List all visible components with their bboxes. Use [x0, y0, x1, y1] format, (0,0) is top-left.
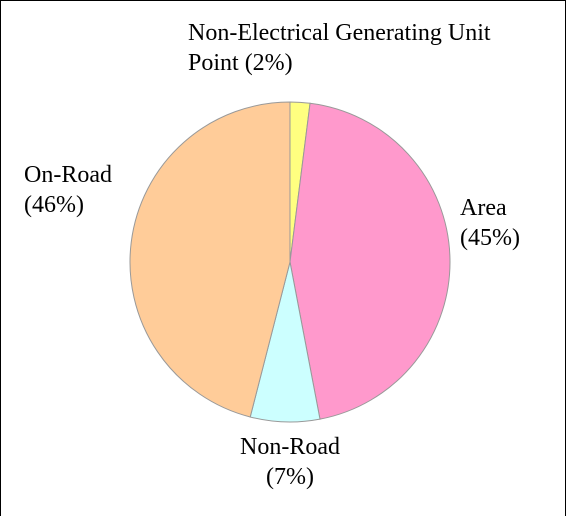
value-label: (46%)	[24, 192, 84, 218]
category-label: On-Road	[24, 162, 112, 188]
category-label: Non-Road	[240, 434, 340, 460]
slice-label: On-Road (46%)	[24, 160, 112, 220]
category-label: Non-Electrical Generating Unit Point	[188, 20, 491, 76]
value-label: (45%)	[460, 225, 520, 251]
slice-label: Area (45%)	[460, 193, 520, 253]
pie-slice	[289, 102, 451, 420]
slice-label: Non-Road (7%)	[200, 432, 380, 492]
slice-label: Non-Electrical Generating Unit Point (2%…	[188, 18, 538, 78]
value-label: (2%)	[244, 50, 293, 76]
value-label: (7%)	[266, 464, 314, 490]
pie-slice	[129, 101, 291, 418]
category-label: Area	[460, 195, 507, 221]
